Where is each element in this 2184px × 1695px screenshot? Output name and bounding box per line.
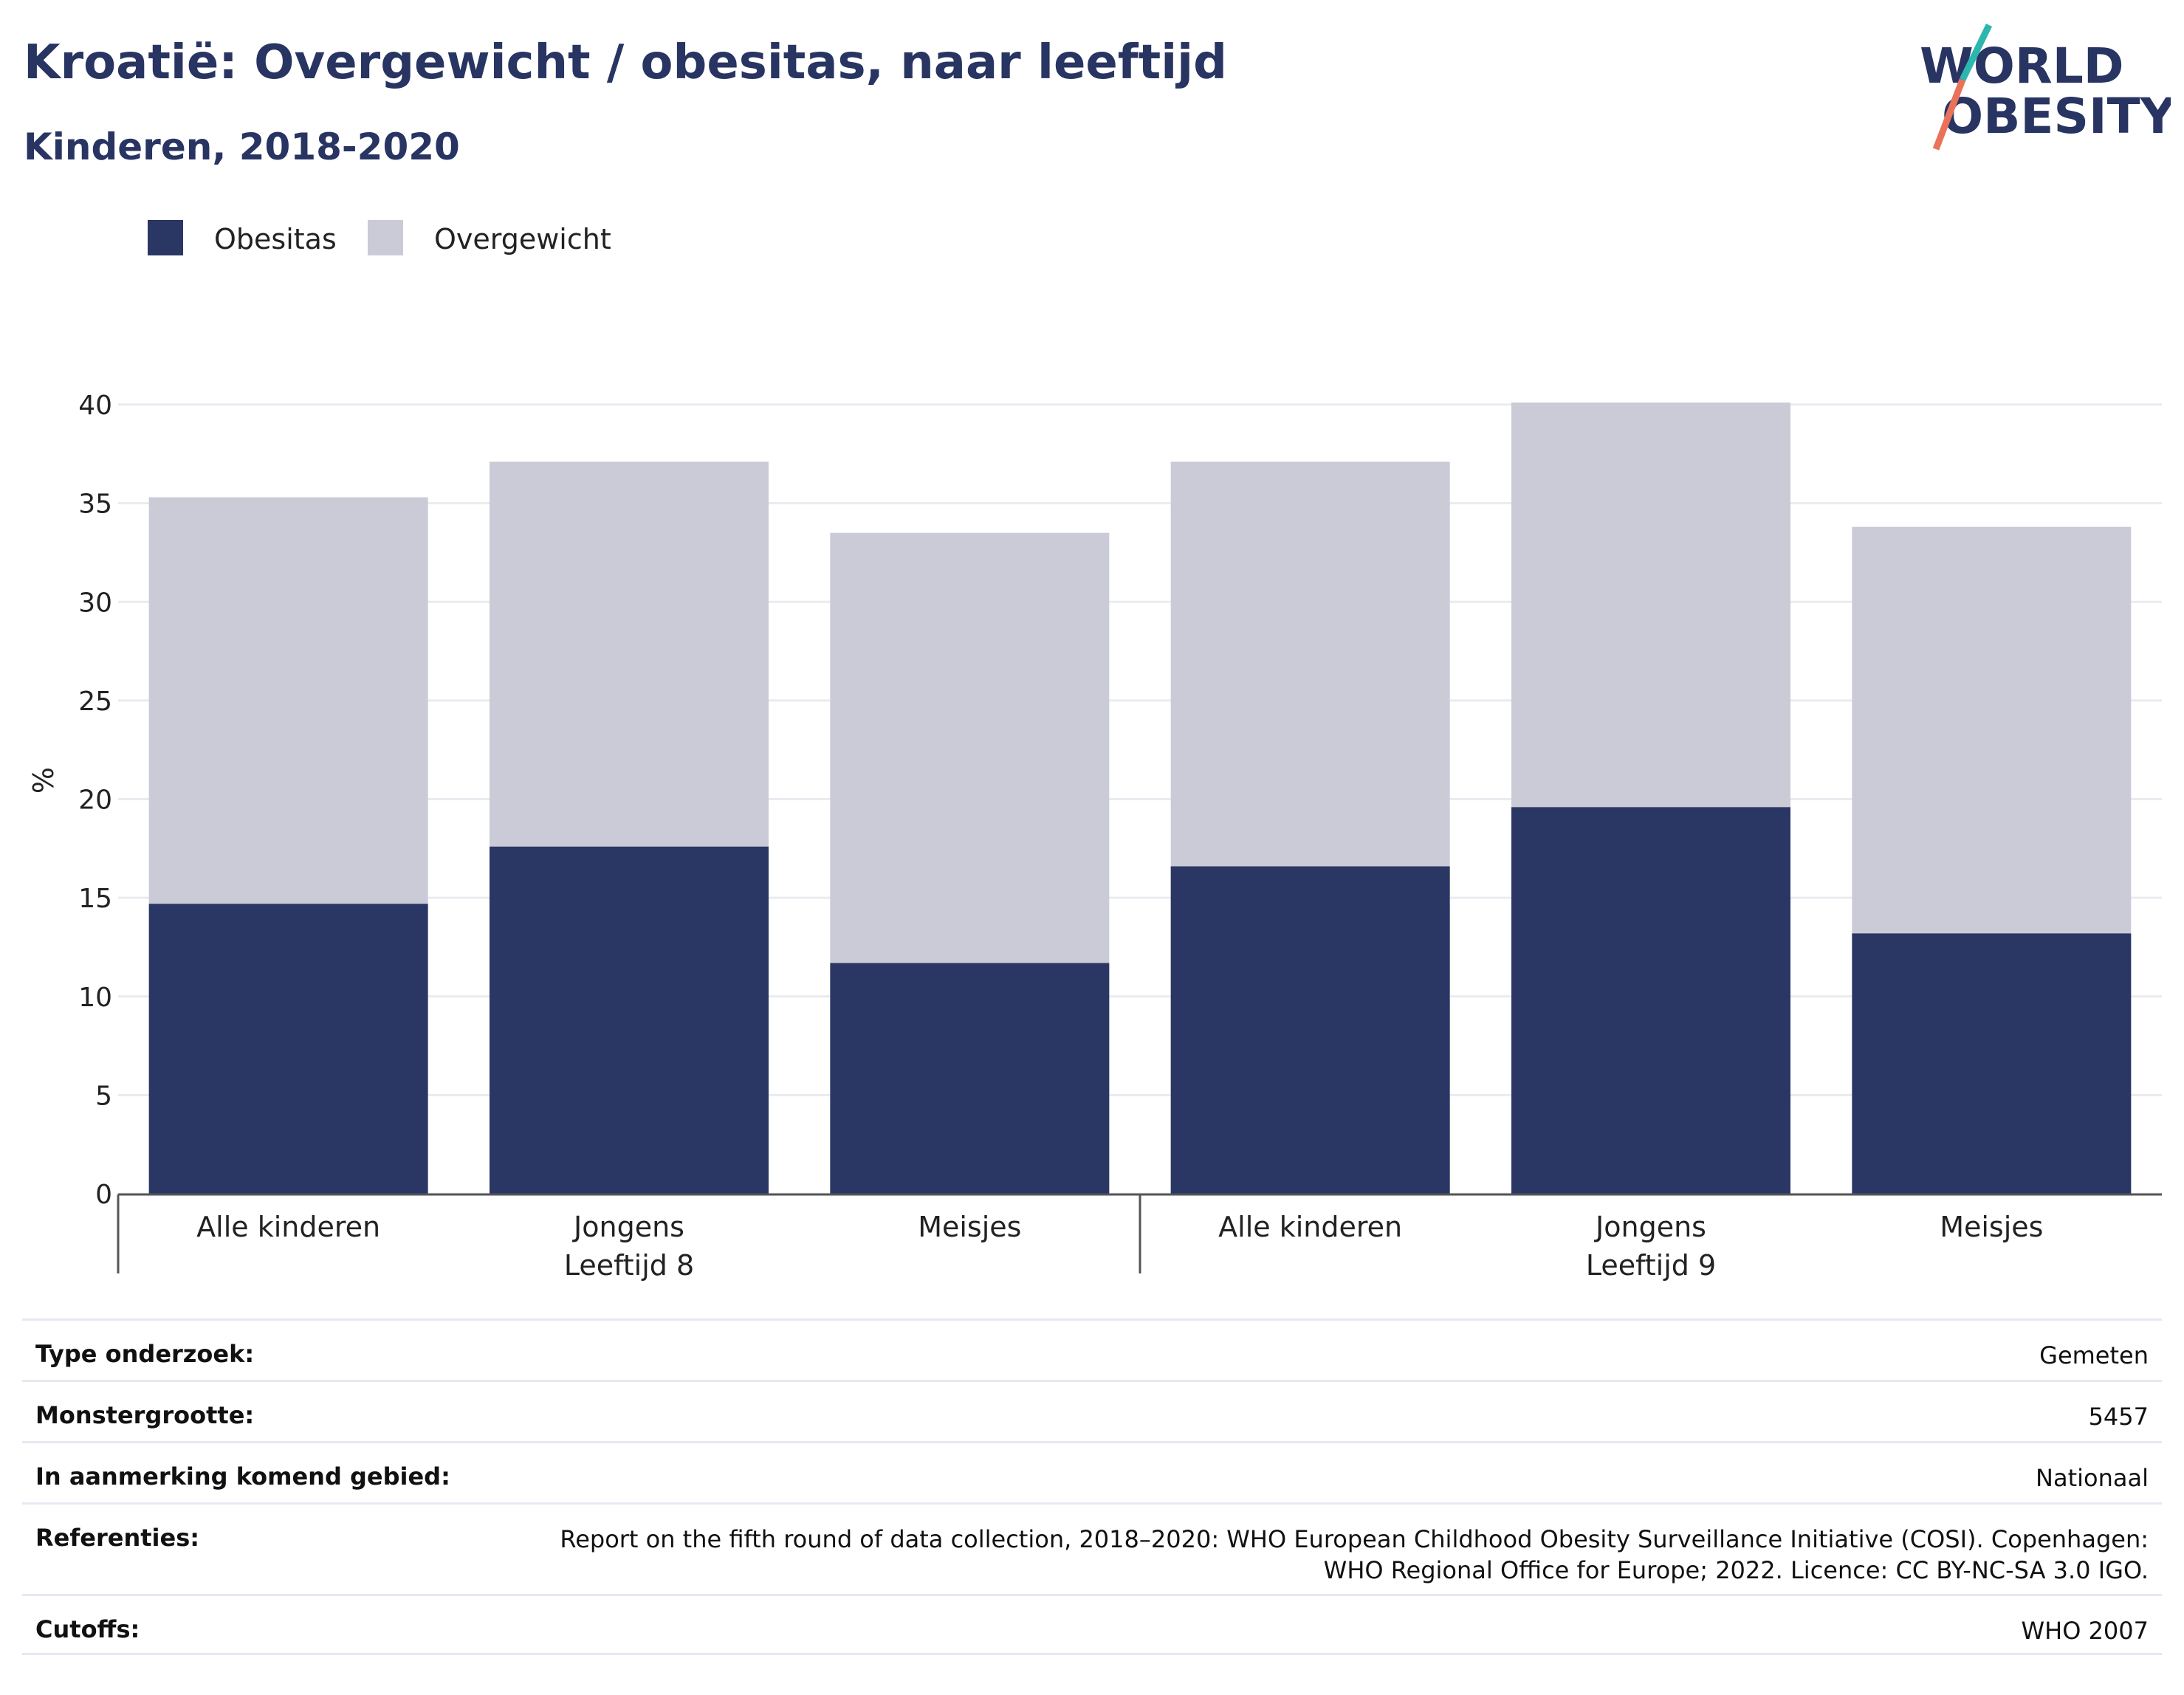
x-tick-label: Jongens (1594, 1211, 1706, 1243)
world-obesity-logo: WORLD OBESITY (1920, 24, 2171, 151)
meta-key: Monstergrootte: (35, 1401, 255, 1429)
y-tick-label: 20 (78, 785, 112, 816)
x-tick-label: Alle kinderen (196, 1211, 380, 1243)
y-tick-label: 35 (78, 489, 112, 520)
bar-obesitas (148, 904, 428, 1194)
legend-swatch-obesitas (148, 220, 183, 255)
meta-value: Gemeten (2039, 1341, 2149, 1369)
bar-overgewicht (830, 532, 1110, 963)
bar-obesitas (830, 963, 1110, 1194)
logo-line1: WORLD (1920, 38, 2124, 94)
bar-overgewicht (1852, 526, 2132, 934)
bar-overgewicht (148, 497, 428, 904)
meta-value: Report on the fifth round of data collec… (560, 1525, 2149, 1584)
meta-value: Nationaal (2036, 1464, 2149, 1492)
bar-obesitas (490, 846, 769, 1194)
y-tick-label: 0 (95, 1180, 112, 1210)
y-tick-label: 15 (78, 884, 112, 914)
bar-obesitas (1170, 866, 1450, 1194)
meta-key: Type onderzoek: (35, 1340, 255, 1368)
legend-label-obesitas: Obesitas (214, 223, 337, 255)
logo-slash-coral (1932, 78, 1966, 151)
y-tick-label: 5 (95, 1081, 112, 1111)
x-tick-label: Meisjes (1940, 1211, 2043, 1243)
chart-title: Kroatië: Overgewicht / obesitas, naar le… (24, 35, 1227, 90)
logo-line2: OBESITY (1942, 88, 2171, 145)
meta-row-cutoffs: Cutoffs: WHO 2007 (22, 1594, 2162, 1655)
meta-key: In aanmerking komend gebied: (35, 1462, 450, 1491)
x-tick-label: Jongens (572, 1211, 684, 1243)
logo-slash-teal (1959, 24, 1993, 81)
meta-value: 5457 (2088, 1403, 2149, 1431)
meta-key: Referenties: (35, 1524, 200, 1552)
meta-row-sample-size: Monstergrootte: 5457 (22, 1380, 2162, 1441)
meta-row-references: Referenties: Report on the fifth round o… (22, 1502, 2162, 1594)
bar-obesitas (1511, 807, 1790, 1194)
legend-label-overgewicht: Overgewicht (434, 223, 611, 255)
meta-key: Cutoffs: (35, 1615, 140, 1643)
y-axis-label: % (27, 767, 60, 794)
meta-value: WHO 2007 (2021, 1617, 2149, 1645)
x-tick-label: Meisjes (918, 1211, 1021, 1243)
group-label: Leeftijd 8 (564, 1249, 694, 1282)
x-tick-label: Alle kinderen (1218, 1211, 1402, 1243)
chart-subtitle: Kinderen, 2018-2020 (24, 126, 460, 168)
y-tick-label: 40 (78, 391, 112, 421)
bar-overgewicht (1170, 461, 1450, 867)
y-tick-label: 25 (78, 687, 112, 717)
y-tick-label: 10 (78, 983, 112, 1013)
meta-row-area: In aanmerking komend gebied: Nationaal (22, 1441, 2162, 1502)
bar-overgewicht (490, 461, 769, 847)
bar-overgewicht (1511, 402, 1790, 808)
y-tick-label: 30 (78, 588, 112, 618)
meta-row-type: Type onderzoek: Gemeten (22, 1318, 2162, 1380)
legend-swatch-overgewicht (368, 220, 403, 255)
group-label: Leeftijd 9 (1586, 1249, 1716, 1282)
bar-chart: 0 5 10 15 20 25 30 35 40% Alle kinderen Jongens Mei… (27, 391, 2162, 1282)
metadata-table: Type onderzoek: Gemeten Monstergrootte: … (22, 1318, 2162, 1655)
bar-obesitas (1852, 933, 2132, 1194)
